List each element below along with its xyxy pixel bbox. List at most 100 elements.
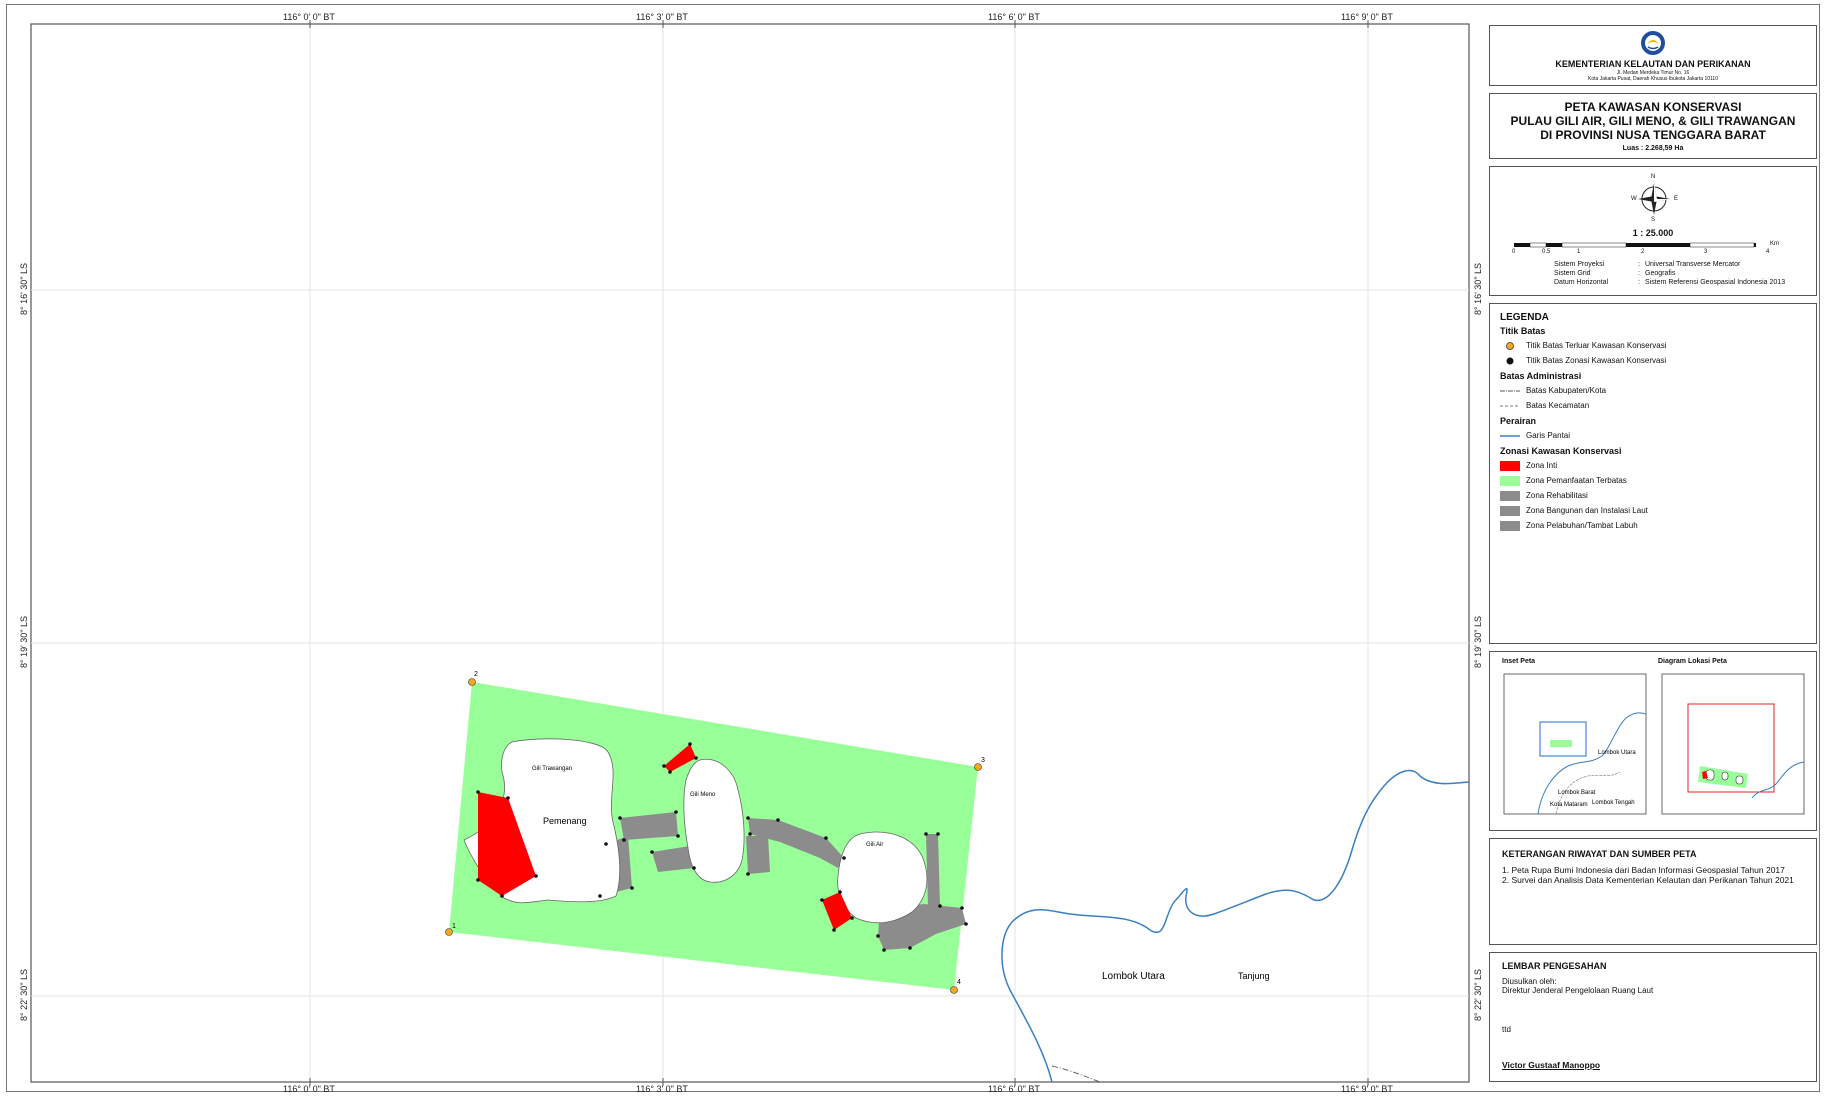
outer-point-4: 4 — [957, 979, 961, 986]
projection-value: Universal Transverse Mercator — [1645, 261, 1741, 268]
scale-ratio: 1 : 25.000 — [1632, 228, 1674, 238]
projection-label: Sistem Proyeksi — [1554, 261, 1605, 268]
legend-row-inti: Zona Inti — [1500, 458, 1806, 473]
island-gili-meno — [683, 758, 745, 883]
legend-label-pemanfaatan: Zona Pemanfaatan Terbatas — [1526, 476, 1627, 485]
legend-label-kec: Batas Kecamatan — [1526, 401, 1590, 410]
history-item-1: 1. Peta Rupa Bumi Indonesia dari Badan I… — [1502, 865, 1785, 875]
zona-inti-areas — [478, 744, 852, 930]
legend-row-kab: Batas Kabupaten/Kota — [1500, 383, 1806, 398]
main-map[interactable]: 1 2 3 4 Gili Trawangan Pemenang Gili Men… — [0, 0, 1480, 1098]
approval-proposed: Diusulkan oleh: — [1502, 977, 1557, 986]
title-line-3: DI PROVINSI NUSA TENGGARA BARAT — [1540, 128, 1766, 142]
legend-zonasi: Zonasi Kawasan Konservasi — [1500, 446, 1622, 456]
ministry-name: KEMENTERIAN KELAUTAN DAN PERIKANAN — [1555, 59, 1751, 69]
zona-pelabuhan-swatch — [1500, 520, 1520, 531]
history-item-2: 2. Survei dan Analisis Data Kementerian … — [1502, 875, 1794, 885]
history-panel: KETERANGAN RIWAYAT DAN SUMBER PETA 1. Pe… — [1489, 838, 1817, 945]
scale-panel: N S W E 1 : 25.000 0 0.5 1 2 3 4 Km Sist… — [1489, 166, 1817, 296]
legend-row-terluar: Titik Batas Terluar Kawasan Konservasi — [1500, 338, 1806, 353]
datum-label: Datum Horizontal — [1554, 279, 1609, 286]
scale-tick-1: 1 — [1577, 249, 1581, 255]
island-gili-air — [837, 831, 928, 924]
title-line-1: PETA KAWASAN KONSERVASI — [1564, 100, 1742, 114]
legend-panel: LEGENDA Titik Batas Titik Batas Terluar … — [1489, 303, 1817, 644]
top-tick-2: 116° 3' 0" BT — [636, 12, 688, 22]
inset-map: Lombok Utara Lombok Barat Kota Mataram L… — [1503, 673, 1647, 815]
ministry-logo — [1641, 31, 1665, 55]
scale-tick-05: 0.5 — [1542, 249, 1551, 255]
district-boundary — [1051, 1065, 1101, 1083]
diagram-title: Diagram Lokasi Peta — [1658, 658, 1727, 665]
approval-name: Victor Gustaaf Manoppo — [1502, 1060, 1601, 1070]
compass-n: N — [1651, 174, 1656, 180]
legend-perairan: Perairan — [1500, 416, 1537, 426]
inset-label-kota-mataram: Kota Mataram — [1550, 802, 1588, 808]
legend-label-bangunan: Zona Bangunan dan Instalasi Laut — [1526, 506, 1648, 515]
legend-label-pelabuhan: Zona Pelabuhan/Tambat Labuh — [1526, 521, 1638, 530]
outer-points — [445, 678, 982, 994]
approval-title: LEMBAR PENGESAHAN — [1502, 961, 1607, 971]
scale-tick-0: 0 — [1512, 249, 1516, 255]
top-tick-4: 116° 9' 0" BT — [1341, 12, 1393, 22]
legend-label-zonasi-point: Titik Batas Zonasi Kawasan Konservasi — [1526, 356, 1667, 365]
title-panel: PETA KAWASAN KONSERVASI PULAU GILI AIR, … — [1489, 93, 1817, 159]
inset-title: Inset Peta — [1502, 658, 1536, 665]
coastline-icon — [1500, 431, 1520, 441]
zona-inti-swatch — [1500, 460, 1520, 471]
kab-boundary-icon — [1500, 386, 1520, 396]
legend-row-bangunan: Zona Bangunan dan Instalasi Laut — [1500, 503, 1806, 518]
approval-by: Direktur Jenderal Pengelolaan Ruang Laut — [1502, 986, 1654, 995]
outer-point-icon — [1500, 341, 1520, 351]
inset-panel: Inset Peta Diagram Lokasi Peta Lombok Ut… — [1489, 651, 1817, 831]
label-gili-air: Gili Air — [866, 842, 883, 848]
legend-label-kab: Batas Kabupaten/Kota — [1526, 386, 1607, 395]
grid-label: Sistem Grid — [1554, 270, 1591, 277]
zonation-point-icon — [1500, 356, 1520, 366]
scale-tick-2: 2 — [1641, 249, 1645, 255]
frame-ticks — [309, 20, 1369, 1086]
label-gili-trawangan: Gili Trawangan — [532, 766, 572, 772]
area-text: Luas : 2.268,59 Ha — [1622, 145, 1684, 152]
grid-value: Geografis — [1645, 270, 1676, 277]
zona-bangunan-swatch — [1500, 505, 1520, 516]
scale-tick-4: 4 — [1766, 249, 1770, 255]
outer-point-1: 1 — [452, 923, 456, 930]
legend-label-terluar: Titik Batas Terluar Kawasan Konservasi — [1526, 341, 1667, 350]
outer-point-2: 2 — [474, 671, 478, 678]
legend-label-rehab: Zona Rehabilitasi — [1526, 491, 1588, 500]
lombok-coastline — [1001, 769, 1470, 1083]
inset-label-lombok-utara: Lombok Utara — [1598, 750, 1636, 756]
top-tick-3: 116° 6' 0" BT — [988, 12, 1040, 22]
legend-row-kec: Batas Kecamatan — [1500, 398, 1806, 413]
approval-ttd: ttd — [1502, 1025, 1511, 1034]
label-gili-meno: Gili Meno — [690, 792, 716, 798]
map-sheet-frame — [6, 4, 1820, 1092]
grid-sep: : — [1638, 270, 1640, 277]
inset-label-lombok-tengah: Lombok Tengah — [1592, 800, 1635, 806]
scale-unit: Km — [1770, 241, 1779, 247]
diagram-map — [1661, 673, 1805, 815]
legend-titik-batas: Titik Batas — [1500, 326, 1546, 336]
legend-row-pemanfaatan: Zona Pemanfaatan Terbatas — [1500, 473, 1806, 488]
bottom-tick-1: 116° 0' 0" BT — [283, 1084, 335, 1094]
legend-row-pelabuhan: Zona Pelabuhan/Tambat Labuh — [1500, 518, 1806, 533]
zonation-points — [476, 742, 968, 952]
title-line-2: PULAU GILI AIR, GILI MENO, & GILI TRAWAN… — [1510, 114, 1796, 128]
compass-s: S — [1651, 217, 1656, 223]
datum-sep: : — [1638, 279, 1640, 286]
bottom-tick-2: 116° 3' 0" BT — [636, 1084, 688, 1094]
label-tanjung: Tanjung — [1238, 971, 1270, 981]
bottom-tick-4: 116° 9' 0" BT — [1341, 1084, 1393, 1094]
outer-point-3: 3 — [981, 757, 985, 764]
scale-bar — [1514, 242, 1756, 248]
projection-sep: : — [1638, 261, 1640, 268]
kec-boundary-icon — [1500, 401, 1520, 411]
label-lombok-utara: Lombok Utara — [1102, 971, 1165, 982]
legend-label-inti: Zona Inti — [1526, 461, 1558, 470]
legend-row-rehab: Zona Rehabilitasi — [1500, 488, 1806, 503]
legend-label-pantai: Garis Pantai — [1526, 431, 1571, 440]
header-panel: KEMENTERIAN KELAUTAN DAN PERIKANAN Jl. M… — [1489, 25, 1817, 86]
ministry-address-2: Kota Jakarta Pusat, Daerah Khusus Ibukot… — [1588, 76, 1718, 82]
compass-icon — [1638, 183, 1670, 215]
